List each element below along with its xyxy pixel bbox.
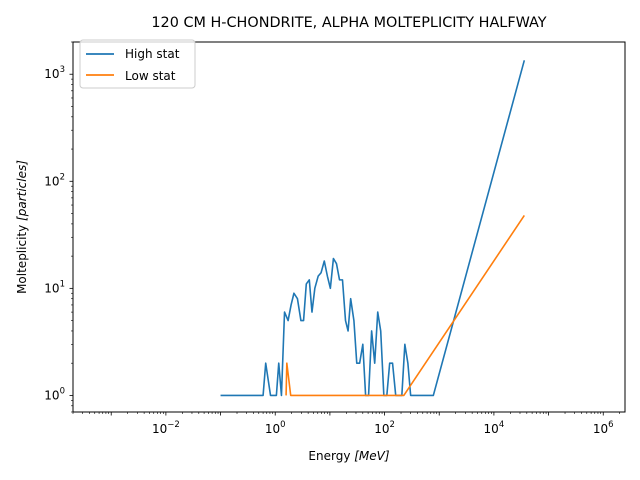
x-axis-label-unit: [MeV] xyxy=(354,449,390,463)
x-tick-label: 106 xyxy=(593,420,614,436)
x-tick-base: 10 xyxy=(374,422,389,436)
y-axis-label: Molteplicity [particles] xyxy=(15,160,29,294)
x-tick-label: 100 xyxy=(265,420,286,436)
x-tick-exponent: 2 xyxy=(389,420,394,430)
axes-frame xyxy=(72,41,626,413)
y-axis-label-unit: [particles] xyxy=(15,160,29,221)
x-tick-base: 10 xyxy=(152,422,167,436)
x-tick-exponent: 6 xyxy=(608,420,613,430)
y-tick-label: 100 xyxy=(44,386,65,402)
x-tick-label: 10−2 xyxy=(152,420,180,436)
x-ticks: 10−2 100 102 104 106 xyxy=(72,412,621,436)
y-tick-exponent: 2 xyxy=(60,172,65,182)
legend-box xyxy=(79,39,196,89)
chart-title: 120 CM H-CHONDRITE, ALPHA MOLTEPLICITY H… xyxy=(151,15,546,31)
x-tick-base: 10 xyxy=(484,422,499,436)
y-tick-exponent: 3 xyxy=(60,65,65,75)
legend: High stat Low stat xyxy=(79,39,196,89)
y-tick-base: 10 xyxy=(44,281,59,295)
x-tick-base: 10 xyxy=(593,422,608,436)
series-line-high-stat xyxy=(220,60,526,397)
legend-label-high-stat: High stat xyxy=(125,47,180,61)
y-tick-label: 103 xyxy=(44,65,65,81)
x-tick-label: 102 xyxy=(374,420,395,436)
y-tick-base: 10 xyxy=(44,174,59,188)
x-tick-exponent: 4 xyxy=(499,420,504,430)
y-tick-exponent: 0 xyxy=(60,386,65,396)
x-tick-label: 104 xyxy=(484,420,505,436)
y-tick-base: 10 xyxy=(44,67,59,81)
x-axis-label-text: Energy xyxy=(308,449,354,463)
y-tick-exponent: 1 xyxy=(60,279,65,289)
x-tick-base: 10 xyxy=(265,422,280,436)
legend-label-low-stat: Low stat xyxy=(125,69,176,83)
y-tick-label: 102 xyxy=(44,172,65,188)
series-line-low-stat xyxy=(285,214,525,397)
x-axis-label: Energy [MeV] xyxy=(308,449,389,463)
x-tick-exponent: 0 xyxy=(280,420,285,430)
y-tick-base: 10 xyxy=(44,388,59,402)
x-tick-exponent: −2 xyxy=(167,420,180,430)
series-layer xyxy=(220,60,526,397)
y-tick-label: 101 xyxy=(44,279,65,295)
y-axis-label-text: Molteplicity xyxy=(15,221,29,294)
